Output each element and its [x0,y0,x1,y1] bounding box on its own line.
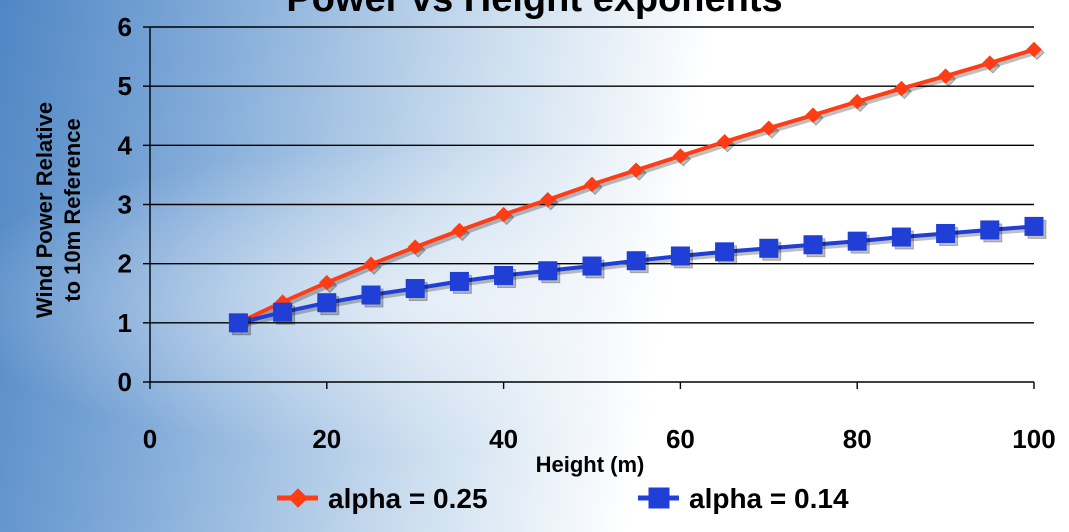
series-2-point-15 [273,302,293,322]
series-2-point-70 [759,238,779,258]
y-tick-label-5: 5 [118,71,132,101]
series-1-point-85 [893,80,910,97]
series-2-point-30 [405,279,425,299]
series-2-point-90 [936,223,956,243]
x-tick-label-20: 20 [312,424,341,454]
x-tick-label-40: 40 [489,424,518,454]
y-tick-label-4: 4 [118,130,133,160]
series-1-point-40 [495,206,512,223]
series-1-point-60 [672,148,689,164]
y-tick-labels: 0 1 2 3 4 5 6 [118,12,133,397]
legend: alpha = 0.25 alpha = 0.14 [277,483,849,514]
series-1-point-20 [319,274,335,291]
series-2-point-65 [715,242,735,262]
axes [143,26,1035,389]
legend-item-1: alpha = 0.25 [277,483,488,514]
y-axis-title-line-2: to 10m Reference [60,118,85,301]
series-2-point-100 [1024,216,1044,236]
series-2-point-10 [228,313,248,333]
series-group [228,41,1047,336]
series-1-point-35 [451,222,468,239]
series-2-point-45 [538,261,558,281]
series-1-point-80 [849,93,865,110]
x-tick-label-60: 60 [666,424,695,454]
series-2-point-85 [891,227,911,247]
legend-swatch-marker-2 [648,487,670,509]
legend-item-2: alpha = 0.14 [638,483,849,514]
x-tick-label-0: 0 [143,424,157,454]
series-1-point-50 [584,176,600,193]
chart-title-partial: Power vs Height exponents [0,0,1069,21]
series-2-point-50 [582,256,602,276]
y-tick-label-2: 2 [118,249,132,279]
x-axis-title: Height (m) [536,452,645,477]
series-1-point-95 [982,55,998,71]
series-1-point-55 [628,162,644,178]
y-tick-label-0: 0 [118,367,132,397]
series-1-point-25 [363,256,379,272]
series-1-point-70 [761,120,777,136]
series-1 [230,41,1045,334]
series-2-point-75 [803,235,823,255]
series-1-point-75 [805,107,821,123]
series-1-shadow [240,50,1038,328]
x-tick-label-80: 80 [843,424,872,454]
y-tick-label-1: 1 [118,308,132,338]
legend-label-1: alpha = 0.25 [328,483,488,514]
series-2-point-95 [980,220,1000,240]
series-1-point-45 [540,192,556,208]
legend-swatch-marker-1 [288,488,308,508]
series-2-point-80 [847,231,867,251]
series-2-point-20 [317,293,337,313]
series-2-point-60 [670,246,690,266]
series-1-point-65 [716,134,733,150]
series-1-point-30 [407,239,423,255]
series-2 [228,216,1047,336]
y-axis-title-line-1: Wind Power Relative [32,102,57,318]
y-tick-label-6: 6 [118,12,132,42]
series-1-point-100 [1026,41,1042,58]
series-2-shadow [240,227,1038,328]
series-2-point-35 [449,271,469,291]
x-tick-labels: 0 20 40 60 80 100 [143,424,1056,454]
legend-label-2: alpha = 0.14 [689,483,849,514]
series-2-point-40 [494,266,514,285]
y-tick-label-3: 3 [118,190,132,220]
series-2-point-25 [361,285,381,305]
series-2-point-55 [626,251,646,271]
x-tick-label-100: 100 [1012,424,1055,454]
series-1-point-90 [937,68,954,84]
